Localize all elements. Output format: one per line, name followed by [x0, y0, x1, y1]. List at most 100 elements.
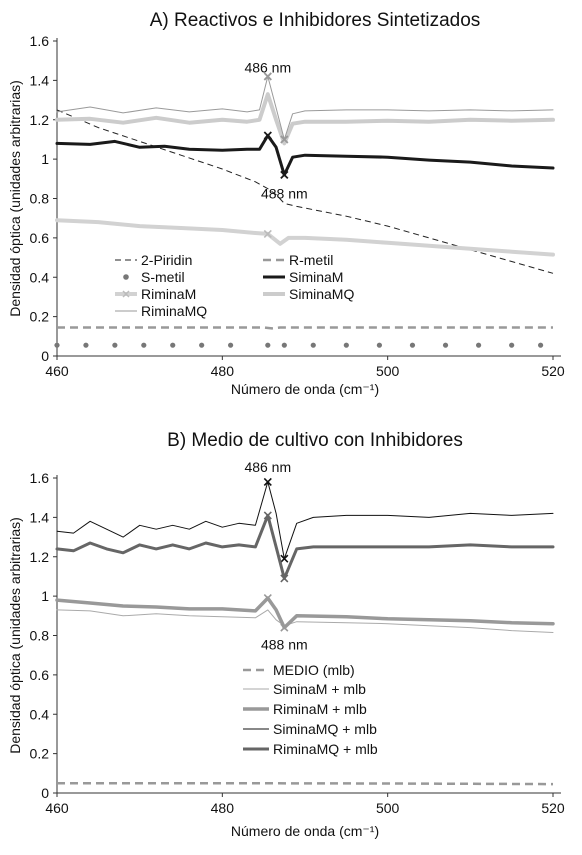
- data-marker: [263, 511, 272, 520]
- y-tick-label: 0.2: [30, 746, 50, 762]
- y-tick-label: 0.4: [30, 269, 50, 285]
- chart-panel-a: A) Reactivos e Inhibidores Sintetizados 0…: [7, 10, 565, 397]
- chart-panel-b: B) Medio de cultivo con Inhibidores 0 0.2 0…: [7, 430, 565, 839]
- y-tick-label: 0.2: [30, 309, 50, 325]
- series-4: [55, 511, 555, 583]
- data-point: [442, 342, 449, 348]
- series-0: [56, 109, 554, 274]
- series-0: [57, 781, 554, 786]
- data-point: [376, 342, 382, 348]
- legend: 2-Piridin R-metil S-metil SiminaM RiminaM Sim…: [115, 252, 354, 319]
- legend-label: SiminaMQ + mlb: [273, 721, 377, 737]
- legend-label: RiminaM + mlb: [273, 701, 367, 717]
- y-tick-label: 1.6: [30, 33, 50, 49]
- series-1: [57, 326, 553, 330]
- y-tick-label: 0.8: [30, 191, 50, 207]
- legend: MEDIO (mlb) SiminaM + mlb RiminaM + mlb Sim…: [243, 662, 378, 757]
- series-2: [55, 594, 555, 632]
- x-tick-label: 520: [541, 800, 565, 816]
- y-axis-label: Densidad óptica (unidades arbitrarias): [7, 517, 23, 754]
- data-point: [199, 342, 205, 348]
- legend-swatch: [123, 274, 129, 280]
- data-point: [170, 342, 176, 348]
- x-tick-label: 460: [45, 800, 69, 816]
- y-tick-label: 1.2: [30, 112, 50, 128]
- annotation-label: 486 nm: [244, 459, 291, 475]
- x-axis-label: Número de onda (cm⁻¹): [231, 823, 379, 839]
- series-line: [57, 781, 554, 786]
- data-marker: [280, 554, 289, 563]
- series-3: [55, 134, 555, 177]
- data-marker: [263, 477, 272, 487]
- y-tick-label: 1.2: [30, 549, 50, 565]
- chart-title: A) Reactivos e Inhibidores Sintetizados: [150, 10, 481, 31]
- data-point: [83, 342, 89, 348]
- series-1: [56, 609, 554, 633]
- series-line: [57, 326, 553, 330]
- legend-label: RiminaM: [141, 286, 196, 302]
- data-point: [343, 342, 349, 348]
- data-point: [310, 342, 316, 348]
- legend-label: S-metil: [141, 269, 185, 285]
- data-marker: [280, 135, 289, 144]
- series-line: [56, 109, 554, 274]
- series-line: [55, 513, 555, 580]
- legend-marker: [122, 290, 130, 298]
- x-tick-label: 500: [376, 800, 400, 816]
- y-tick-label: 1: [41, 588, 49, 604]
- legend-label: SiminaM + mlb: [273, 681, 366, 697]
- data-point: [476, 342, 482, 348]
- y-tick-label: 0: [41, 348, 49, 364]
- legend-label: MEDIO (mlb): [273, 662, 355, 678]
- x-axis-label: Número de onda (cm⁻¹): [231, 381, 379, 397]
- annotation-label: 486 nm: [244, 60, 291, 76]
- annotation-label: 488 nm: [261, 186, 308, 202]
- data-point: [281, 342, 287, 348]
- x-tick-label: 520: [541, 363, 565, 379]
- y-tick-label: 0.6: [30, 230, 50, 246]
- annotation-label: 488 nm: [261, 636, 308, 652]
- legend-label: R-metil: [289, 252, 333, 268]
- data-point: [265, 342, 271, 348]
- x-tick-label: 480: [211, 800, 235, 816]
- y-axis-label: Densidad óptica (unidades arbitrarias): [7, 80, 23, 317]
- data-marker: [263, 72, 272, 81]
- data-point: [409, 342, 416, 348]
- y-tick-label: 1.4: [30, 509, 50, 525]
- series-5: [55, 92, 555, 146]
- x-tick-label: 460: [45, 363, 69, 379]
- y-tick-label: 1.4: [30, 72, 50, 88]
- series-line: [55, 92, 555, 146]
- data-marker: [280, 623, 289, 632]
- data-marker: [280, 574, 289, 583]
- y-tick-label: 0.8: [30, 628, 50, 644]
- data-marker: [280, 170, 289, 180]
- y-tick-label: 1.6: [30, 470, 50, 486]
- data-point: [509, 342, 515, 348]
- series-line: [55, 218, 555, 257]
- series-line: [55, 134, 555, 177]
- data-marker: [263, 131, 272, 140]
- legend-label: RiminaMQ + mlb: [273, 741, 378, 757]
- legend-label: SiminaM: [289, 269, 343, 285]
- data-point: [54, 342, 60, 348]
- series-line: [56, 609, 554, 633]
- y-tick-label: 0: [41, 785, 49, 801]
- data-point: [538, 342, 544, 348]
- data-point: [112, 342, 118, 348]
- data-point: [228, 342, 234, 348]
- series-line: [56, 75, 554, 140]
- x-tick-label: 500: [376, 363, 400, 379]
- legend-label: 2-Piridin: [141, 252, 192, 268]
- chart-title: B) Medio de cultivo con Inhibidores: [167, 430, 463, 451]
- y-tick-label: 1: [41, 151, 49, 167]
- y-tick-label: 0.6: [30, 667, 50, 683]
- data-marker: [263, 229, 272, 239]
- series-3: [56, 477, 554, 563]
- series-6: [56, 75, 554, 140]
- series-4: [55, 218, 555, 257]
- series-line: [56, 481, 554, 560]
- y-tick-label: 0.4: [30, 706, 50, 722]
